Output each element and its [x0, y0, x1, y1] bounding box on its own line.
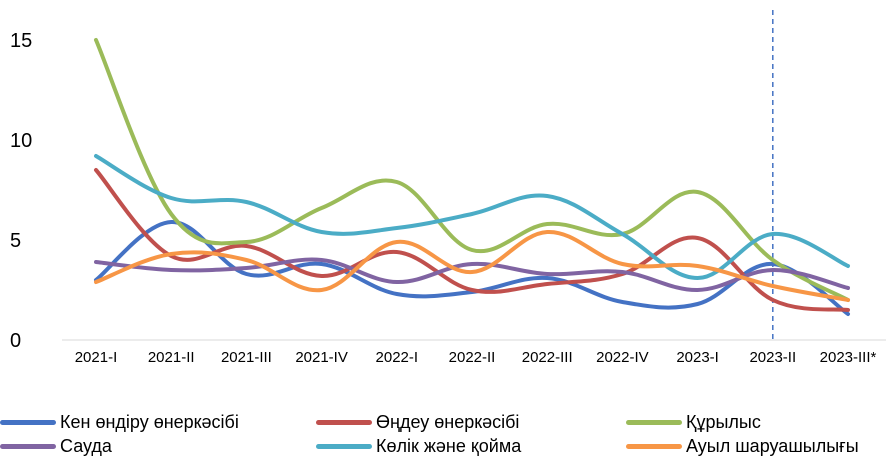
x-tick-label: 2021-IV	[295, 349, 348, 366]
series-line	[94, 154, 850, 280]
legend-label: Ауыл шаруашылығы	[686, 436, 859, 456]
legend-swatch	[316, 444, 372, 449]
legend-label: Сауда	[60, 436, 112, 456]
x-axis-ticks: 2021-I 2021-II 2021-III 2021-IV 2022-I 2022-I…	[75, 349, 877, 366]
legend-item: Көлік және қойма	[316, 436, 521, 457]
legend-swatch	[0, 420, 56, 425]
y-tick-label: 10	[10, 130, 32, 152]
series-line	[94, 38, 850, 302]
series-line	[94, 257, 850, 293]
legend-label: Өңдеу өнеркәсібі	[376, 412, 520, 432]
x-tick-label: 2022-IV	[596, 349, 649, 366]
x-tick-label: 2021-II	[148, 349, 195, 366]
x-tick-label: 2021-III	[221, 349, 272, 366]
y-tick-label: 0	[10, 330, 21, 352]
x-tick-label: 2023-II	[749, 349, 796, 366]
series-line	[94, 168, 850, 312]
x-tick-label: 2021-I	[75, 349, 118, 366]
x-tick-label: 2023-I	[676, 349, 719, 366]
legend: Кен өндіру өнеркәсібі Сауда Өңдеу өнеркә…	[0, 410, 888, 464]
legend-swatch	[626, 444, 682, 449]
legend-item: Ауыл шаруашылығы	[626, 436, 859, 457]
x-tick-label: 2022-I	[376, 349, 419, 366]
legend-swatch	[626, 420, 682, 425]
series-group	[94, 38, 850, 316]
legend-item: Кен өндіру өнеркәсібі	[0, 412, 239, 433]
series-line	[94, 219, 850, 316]
x-tick-label: 2022-III	[522, 349, 573, 366]
legend-label: Кен өндіру өнеркәсібі	[60, 412, 239, 432]
legend-label: Құрылыс	[686, 412, 761, 432]
legend-item: Сауда	[0, 436, 112, 457]
y-axis-ticks: 0 5 10 15	[10, 30, 32, 352]
line-chart: 0 5 10 15 2021-I 2021-II 2021-III 2021-IV 2022-…	[10, 10, 886, 366]
y-tick-label: 15	[10, 30, 32, 52]
legend-swatch	[0, 444, 56, 449]
x-tick-label: 2022-II	[449, 349, 496, 366]
x-tick-label: 2023-III*	[820, 349, 877, 366]
legend-item: Өңдеу өнеркәсібі	[316, 412, 519, 433]
series-line	[94, 229, 850, 302]
y-tick-label: 5	[10, 230, 21, 252]
legend-item: Құрылыс	[626, 412, 761, 433]
legend-label: Көлік және қойма	[376, 436, 522, 456]
legend-swatch	[316, 420, 372, 425]
